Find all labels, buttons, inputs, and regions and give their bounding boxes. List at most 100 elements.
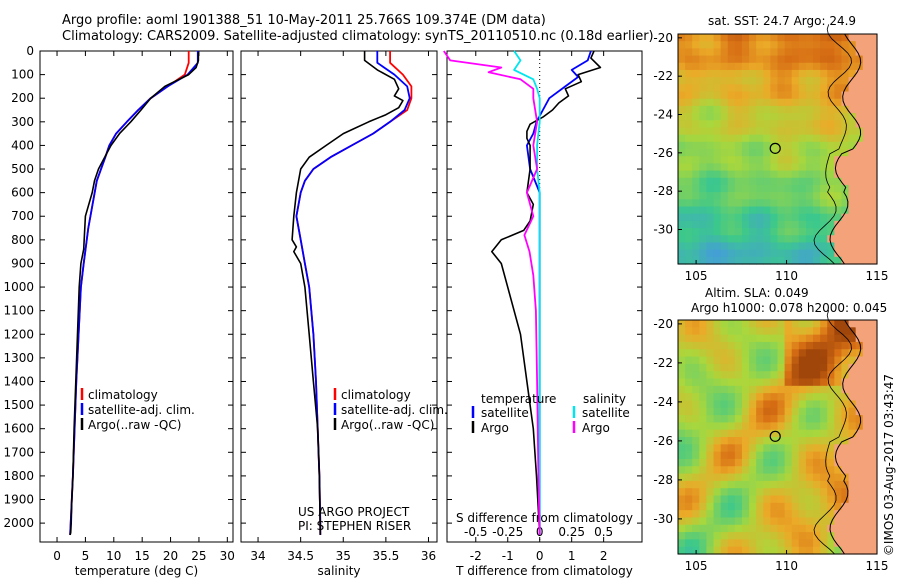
map-cell [862,141,871,150]
map-cell [869,192,878,200]
map-y-tick-label: -22 [653,69,673,83]
map-cell [763,98,771,107]
map-cell [692,444,700,453]
map-cell [777,429,786,438]
map-cell [706,363,715,372]
map-cell [727,371,736,380]
map-cell [777,466,786,475]
map-cell [834,34,843,42]
map-cell [805,149,814,157]
map-cell [798,458,807,467]
map-cell [855,517,864,526]
map-cell [784,363,793,372]
legend-label: climatology [88,388,158,402]
map-cell [727,334,736,343]
map-cell [813,341,821,350]
map-cell [685,444,693,453]
map-cell [862,473,871,482]
map-cell [692,480,700,489]
map-cell [763,546,771,555]
map-cell [869,524,878,533]
map-cell [749,235,757,244]
map-cell [798,34,807,42]
series-line-satellite-adj--clim- [295,51,411,535]
map-cell [692,163,700,172]
map-cell [798,532,807,540]
map-cell [862,437,871,445]
map-cell [798,48,807,57]
map-cell [749,105,757,114]
map-cell [820,378,828,387]
map-cell [869,256,878,265]
map-cell [827,488,835,497]
x-tick-label: 1 [568,549,576,563]
map-cell [805,356,814,365]
map-cell [741,415,750,423]
map-cell [699,539,708,548]
map-cell [784,249,793,258]
map-cell [756,192,764,200]
map-cell [834,532,843,540]
map-cell [820,192,828,200]
map-cell [862,495,871,504]
map-cell [756,444,764,453]
map-cell [798,407,807,416]
map-cell [749,84,757,93]
map-cell [855,341,864,350]
map-cell [813,156,821,164]
map-cell [678,91,686,100]
map-cell [827,495,835,504]
map-cell [692,69,700,78]
map-cell [749,120,757,129]
map-cell [741,249,750,258]
map-cell [685,539,693,548]
map-cell [841,177,850,186]
map-cell [741,444,750,453]
x-tick-label: 25 [191,549,206,563]
map-cell [834,177,843,186]
map-cell [692,320,700,328]
map-cell [820,242,828,251]
map-cell [798,213,807,222]
map-cell [734,495,743,504]
map-cell [805,532,814,540]
map-cell [820,206,828,215]
map-cell [784,458,793,467]
map-cell [834,349,843,358]
map-cell [855,149,864,157]
map-cell [749,400,757,409]
map-cell [869,84,878,93]
map-cell [713,55,722,64]
x-tick-label: 15 [135,549,150,563]
map-cell [720,55,729,64]
map-cell [862,192,871,200]
map-cell [848,356,857,365]
map-cell [770,192,779,200]
map-cell [798,113,807,121]
map-cell [692,422,700,431]
map-cell [869,48,878,57]
map-cell [848,517,857,526]
map-cell [727,141,736,150]
map-cell [770,415,779,423]
map-cell [756,429,764,438]
map-cell [869,363,878,372]
map-cell [848,422,857,431]
map-cell [756,34,764,42]
map-cell [678,235,686,244]
map-cell [727,385,736,394]
map-cell [741,488,750,497]
map-cell [734,510,743,519]
y-tick-label: 1100 [3,304,34,318]
map-cell [770,341,779,350]
map-cell [727,429,736,438]
map-cell [848,170,857,179]
map-cell [784,163,793,172]
map-cell [841,199,850,208]
map-cell [678,120,686,129]
map-cell [805,400,814,409]
map-cell [741,473,750,482]
map-cell [770,98,779,107]
map-cell [820,84,828,93]
